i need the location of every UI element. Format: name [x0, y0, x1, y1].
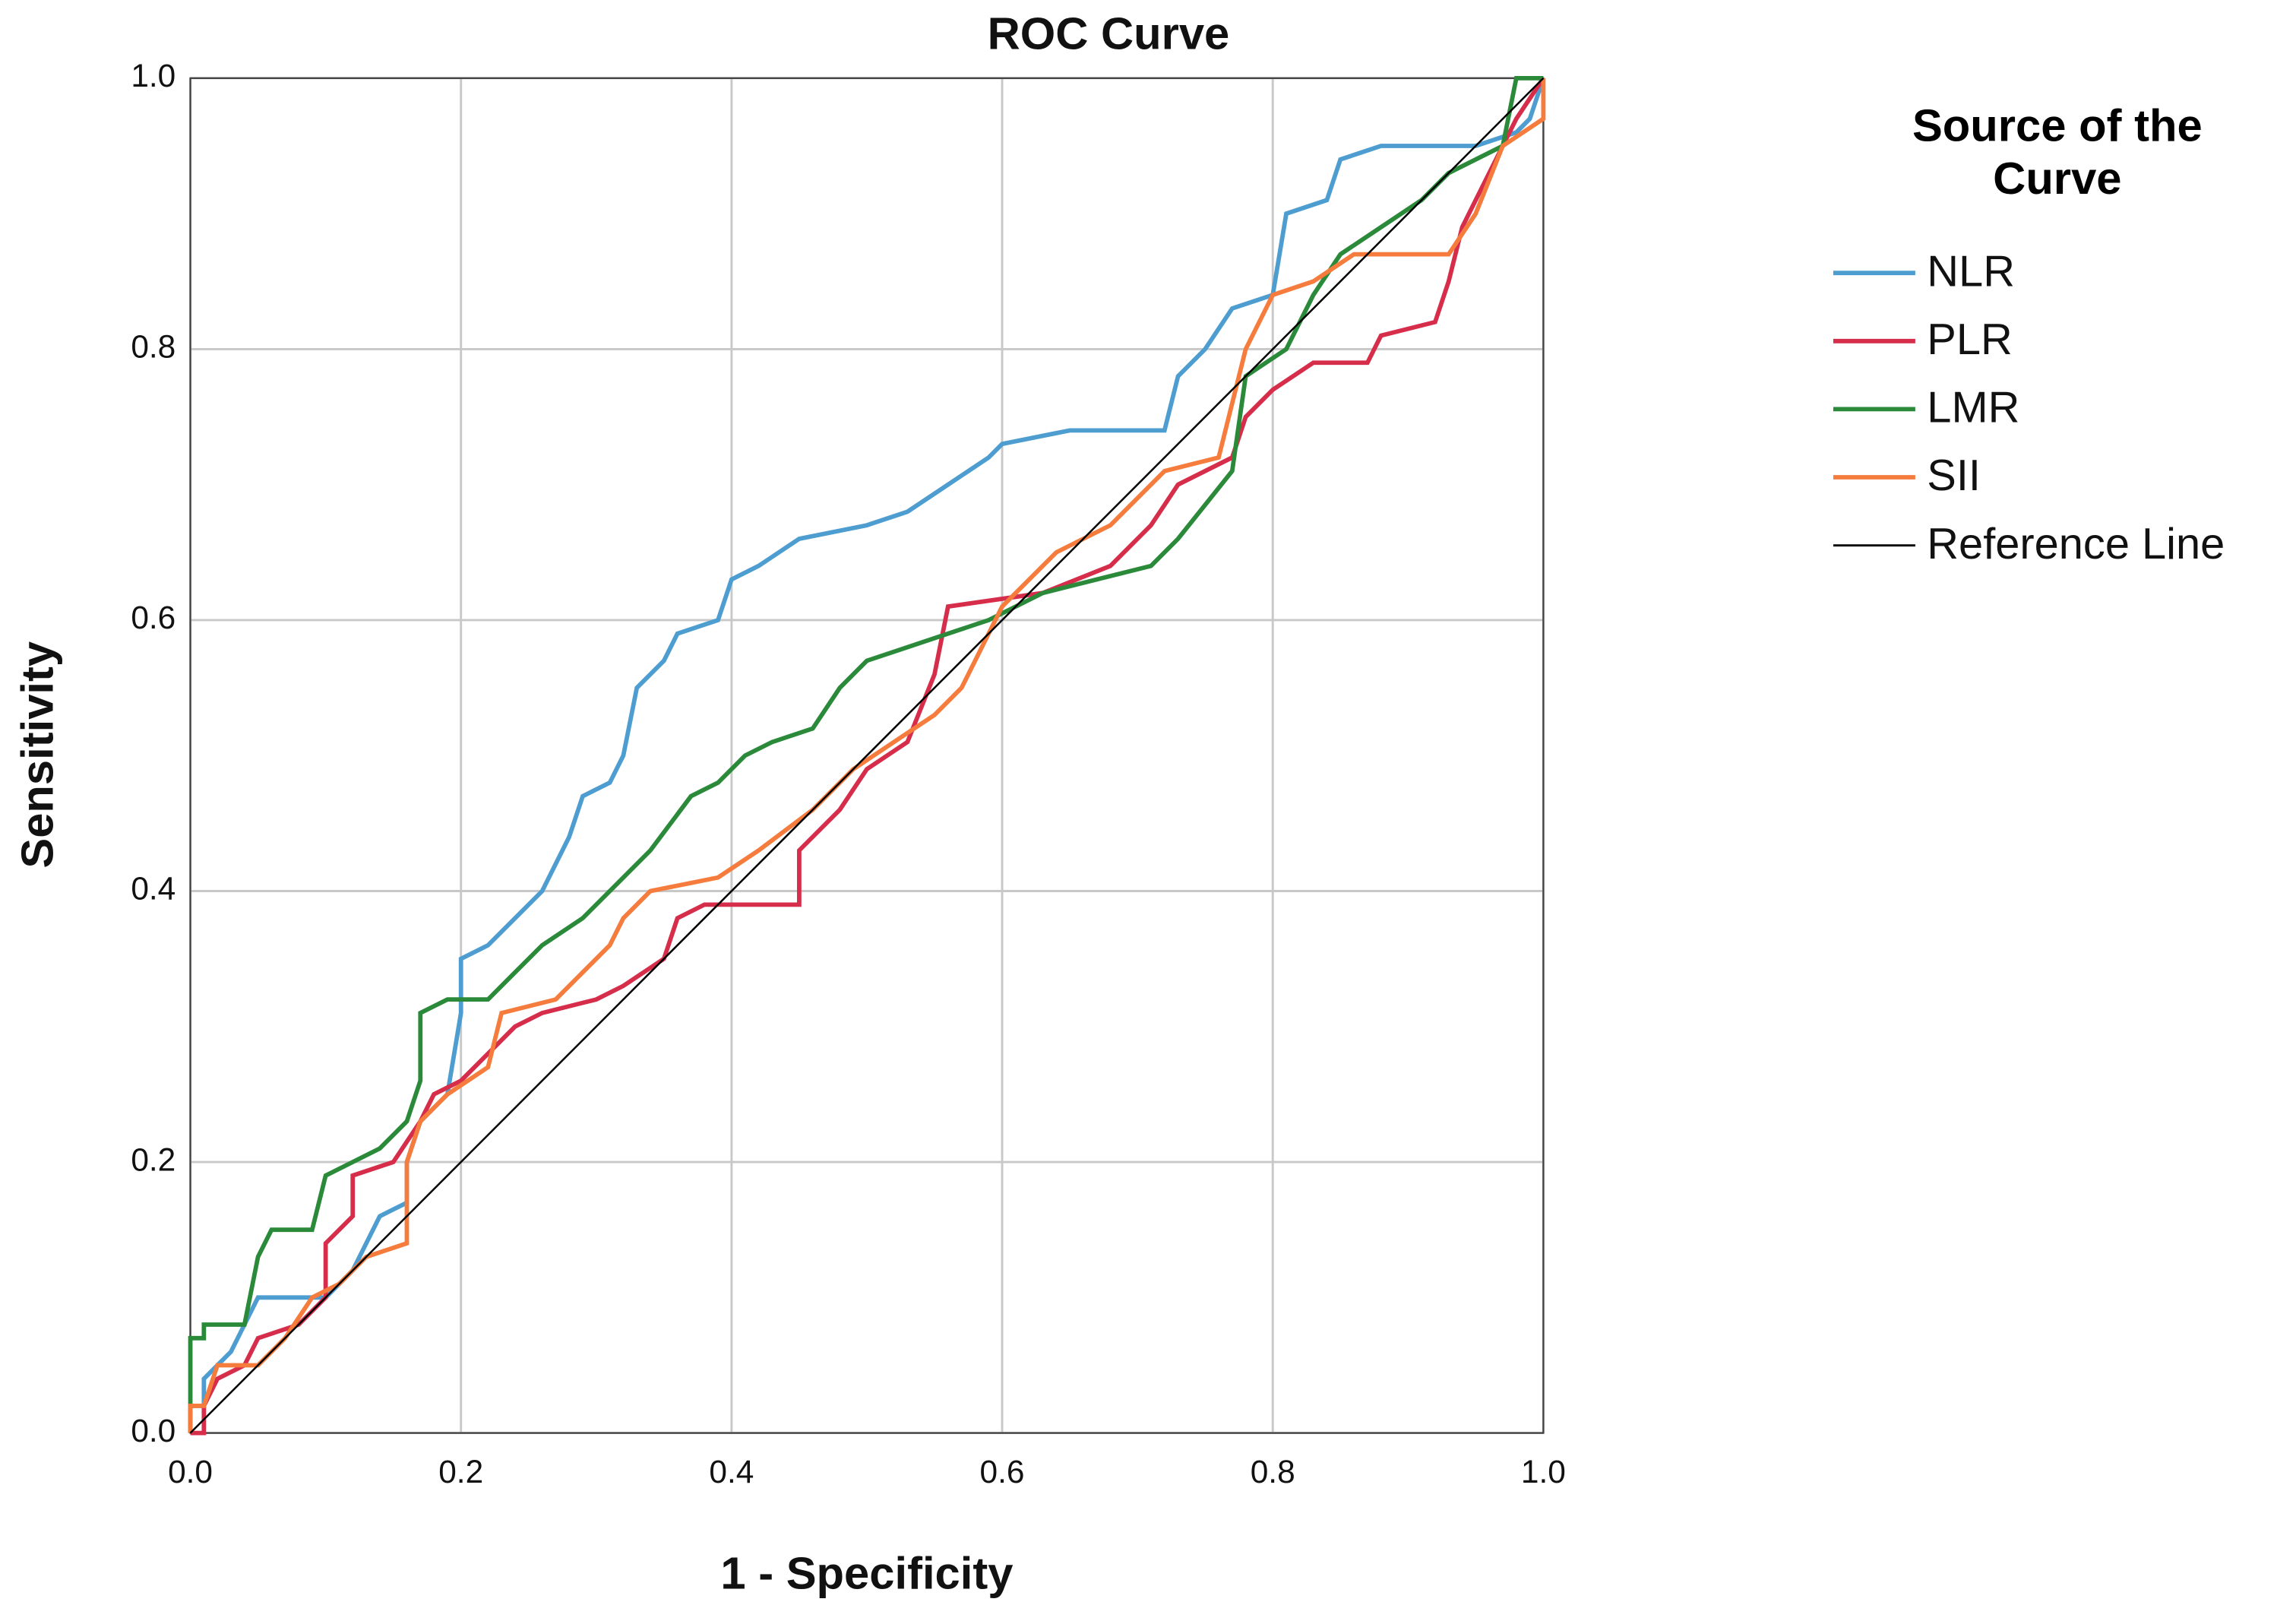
x-tick-label: 0.4	[709, 1454, 754, 1490]
legend-label: Reference Line	[1927, 520, 2225, 568]
legend-label: LMR	[1927, 384, 2019, 432]
legend-title-box: Source of the Curve	[1912, 100, 2203, 204]
x-tick-label: 0.8	[1251, 1454, 1295, 1490]
y-tick-label: 0.4	[131, 871, 176, 907]
x-tick-label: 1.0	[1521, 1454, 1566, 1490]
plot-frame	[189, 77, 1545, 1434]
roc-line	[190, 77, 1545, 1436]
x-axis-label: 1 - Specificity	[720, 1547, 1013, 1598]
x-tick-label: 0.0	[168, 1454, 213, 1490]
legend-label: SII	[1927, 451, 1981, 500]
y-tick-label: 0.6	[131, 600, 176, 635]
y-axis-label: Sensitivity	[12, 641, 63, 869]
x-tick-label: 0.6	[980, 1454, 1025, 1490]
legend-label: NLR	[1927, 247, 2015, 296]
y-tick-label: 0.2	[131, 1141, 176, 1177]
roc-line	[189, 77, 1545, 1434]
x-tick-label: 0.2	[438, 1454, 483, 1490]
roc-line	[188, 78, 1546, 1433]
chart-title: ROC Curve	[988, 8, 1230, 59]
y-tick-label: 0.0	[131, 1413, 176, 1448]
y-tick-label: 0.8	[131, 329, 176, 365]
y-tick-label: 1.0	[131, 58, 176, 93]
legend-title: Source of the Curve	[1912, 100, 2203, 204]
legend-label: PLR	[1927, 315, 2012, 364]
